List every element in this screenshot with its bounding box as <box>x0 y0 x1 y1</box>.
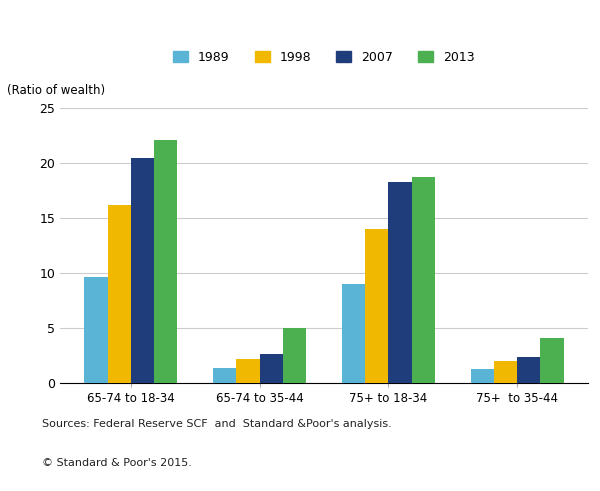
Text: © Standard & Poor's 2015.: © Standard & Poor's 2015. <box>42 459 192 468</box>
Text: Sources: Federal Reserve SCF  and  Standard &Poor's analysis.: Sources: Federal Reserve SCF and Standar… <box>42 419 392 429</box>
Bar <box>131 158 154 383</box>
Bar <box>388 182 412 383</box>
Bar <box>494 361 517 383</box>
Text: The Other Generation Gap, Wealth, Widens: The Other Generation Gap, Wealth, Widens <box>9 25 415 43</box>
Bar <box>154 140 177 383</box>
Bar <box>365 229 388 383</box>
Bar <box>283 328 306 383</box>
Bar <box>85 277 107 383</box>
Text: Wealth Of Older Generations Relative To Younger Household Wealth: Wealth Of Older Generations Relative To … <box>9 55 479 69</box>
Bar <box>107 205 131 383</box>
Bar <box>471 369 494 383</box>
Bar <box>342 284 365 383</box>
Bar <box>541 338 563 383</box>
Bar <box>213 368 236 383</box>
Bar <box>517 356 541 383</box>
Legend: 1989, 1998, 2007, 2013: 1989, 1998, 2007, 2013 <box>168 46 480 69</box>
Bar <box>412 177 435 383</box>
Bar <box>260 355 283 383</box>
Bar <box>236 359 260 383</box>
Text: (Ratio of wealth): (Ratio of wealth) <box>7 84 106 97</box>
